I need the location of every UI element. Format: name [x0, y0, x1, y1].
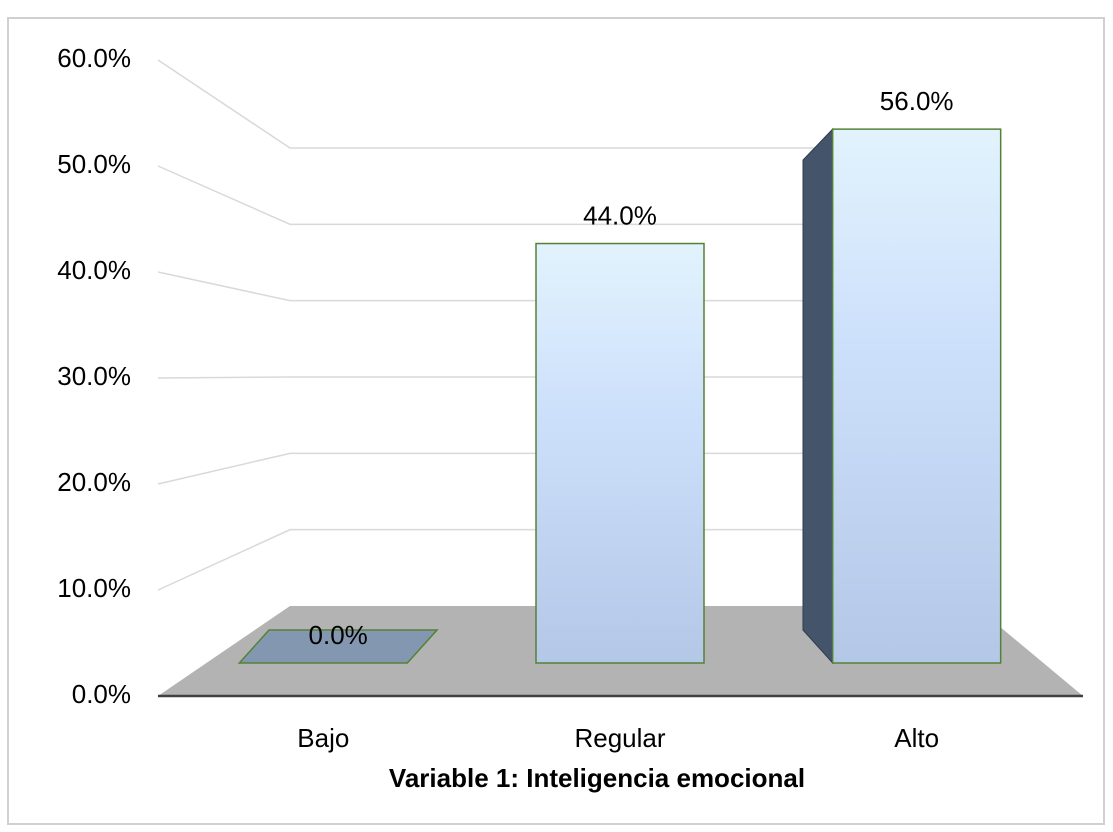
y-tick-label: 50.0%	[57, 149, 131, 179]
value-label: 56.0%	[880, 86, 954, 116]
grid	[157, 59, 980, 591]
bars	[237, 127, 1002, 665]
x-tick-label: Regular	[574, 723, 665, 753]
bar	[237, 629, 439, 664]
y-tick-label: 40.0%	[57, 255, 131, 285]
bar	[535, 242, 705, 664]
grid-line	[157, 271, 980, 302]
y-tick-label: 10.0%	[57, 573, 131, 603]
grid-line	[157, 376, 980, 379]
value-label: 44.0%	[583, 200, 657, 230]
x-tick-label: Alto	[894, 723, 939, 753]
bar-side	[802, 127, 834, 665]
x-axis-title: Variable 1: Inteligencia emocional	[389, 763, 805, 793]
bar	[831, 128, 1002, 664]
grid-line	[157, 528, 980, 591]
y-tick-label: 0.0%	[72, 679, 131, 709]
y-tick-label: 60.0%	[57, 43, 131, 73]
value-label: 0.0%	[309, 620, 368, 650]
grid-line	[157, 165, 980, 226]
x-tick-label: Bajo	[297, 723, 349, 753]
y-tick-label: 30.0%	[57, 361, 131, 391]
grid-line	[157, 59, 980, 149]
grid-line	[157, 452, 980, 485]
y-tick-label: 20.0%	[57, 467, 131, 497]
